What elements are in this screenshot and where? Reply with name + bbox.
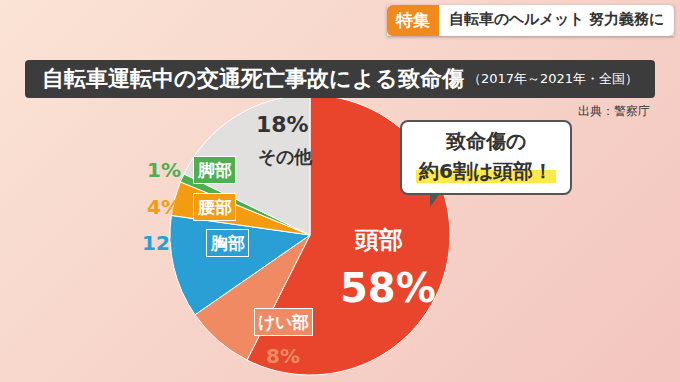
svg-text:その他: その他 — [258, 146, 313, 167]
html-text:出典：警察庁: 出典：警察庁 — [578, 104, 650, 118]
svg-text:けい部: けい部 — [258, 312, 309, 332]
html-text:自転車のヘルメット 努力義務に: 自転車のヘルメット 努力義務に — [448, 10, 664, 28]
svg-text:1%: 1% — [147, 158, 181, 182]
svg-text:58%: 58% — [340, 265, 436, 311]
html-text:約6割は頭部！: 約6割は頭部！ — [419, 159, 553, 183]
svg-text:腰部: 腰部 — [197, 197, 232, 217]
svg-text:8%: 8% — [266, 344, 300, 368]
html-text:自転車運転中の交通死亡事故による致命傷（2017年～2021: 自転車運転中の交通死亡事故による致命傷（2017年～2021年・全国） — [41, 66, 639, 91]
svg-text:頭部: 頭部 — [354, 226, 403, 254]
svg-text:胸部: 胸部 — [210, 233, 245, 253]
html-text:致命傷の: 致命傷の — [446, 129, 526, 153]
svg-text:12%: 12% — [142, 231, 190, 255]
html-text:特集: 特集 — [395, 10, 430, 30]
svg-text:18%: 18% — [256, 112, 309, 137]
svg-text:脚部: 脚部 — [197, 160, 232, 180]
svg-text:4%: 4% — [147, 195, 181, 219]
